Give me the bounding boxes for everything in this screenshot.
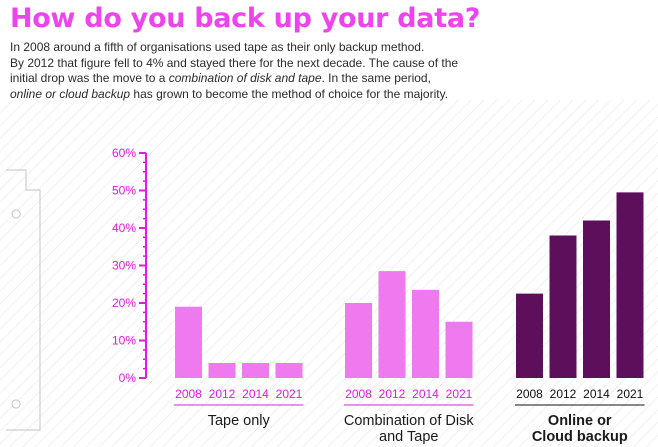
intro-line-1: In 2008 around a fifth of organisations … xyxy=(10,40,425,54)
y-tick-label: 20% xyxy=(112,296,136,310)
x-tick-label: 2021 xyxy=(276,387,303,401)
bar xyxy=(378,271,406,378)
y-tick-label: 0% xyxy=(119,371,137,385)
intro-line-4: online or cloud backup has grown to beco… xyxy=(10,87,480,103)
hatched-background xyxy=(0,100,658,447)
x-tick-label: 2012 xyxy=(550,387,577,401)
intro-line-3: initial drop was the move to a combinati… xyxy=(10,71,480,87)
y-tick-label: 30% xyxy=(112,259,136,273)
bar xyxy=(445,321,473,378)
hard-drive-illustration xyxy=(6,169,41,431)
x-tick-label: 2008 xyxy=(516,387,543,401)
y-tick-label: 40% xyxy=(112,221,136,235)
intro-line-2: By 2012 that figure fell to 4% and staye… xyxy=(10,55,459,70)
y-tick-label: 50% xyxy=(112,184,136,198)
bar xyxy=(516,293,543,378)
x-tick-label: 2012 xyxy=(379,387,406,401)
intro-emphasis-disk-tape: combination of disk and tape xyxy=(168,71,322,86)
bar xyxy=(549,235,577,378)
bar xyxy=(583,220,610,378)
bar xyxy=(345,303,372,378)
bar xyxy=(175,306,202,378)
intro-line-3-end: . In the same period, xyxy=(321,71,431,86)
group-label: Cloud backup xyxy=(532,429,628,445)
intro-emphasis-cloud: online or cloud backup xyxy=(10,86,131,101)
x-tick-label: 2014 xyxy=(583,387,610,401)
group-label: Combination of Disk xyxy=(344,413,474,429)
x-tick-label: 2021 xyxy=(446,387,473,401)
x-tick-label: 2012 xyxy=(209,387,236,401)
intro-line-3-start: initial drop was the move to a xyxy=(10,71,169,86)
y-tick-label: 60% xyxy=(112,146,136,160)
y-tick-label: 10% xyxy=(112,334,136,348)
group-label: and Tape xyxy=(379,429,438,445)
x-tick-label: 2014 xyxy=(412,387,439,401)
bar xyxy=(208,363,236,378)
x-tick-label: 2008 xyxy=(175,387,202,401)
intro-text: In 2008 around a fifth of organisations … xyxy=(10,40,480,102)
hatch-fill xyxy=(0,100,658,447)
bar xyxy=(275,363,303,378)
x-tick-label: 2014 xyxy=(242,387,269,401)
x-tick-label: 2008 xyxy=(345,387,372,401)
x-tick-label: 2021 xyxy=(617,387,644,401)
bar xyxy=(616,192,644,378)
intro-line-4-end: has grown to become the method of choice… xyxy=(130,86,449,101)
bar xyxy=(242,363,269,378)
group-label: Tape only xyxy=(208,413,271,429)
bar xyxy=(412,289,439,378)
group-label: Online or xyxy=(548,413,612,429)
chart-title: How do you back up your data? xyxy=(10,3,481,34)
